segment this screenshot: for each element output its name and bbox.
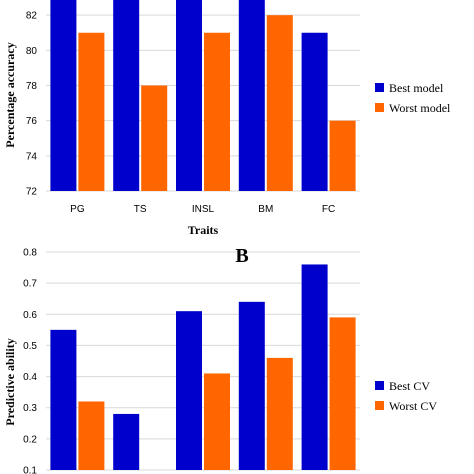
x-tick-label: BM (258, 204, 273, 215)
x-tick-label: TS (134, 204, 147, 215)
y-axis-title: Percentage accuracy (3, 42, 17, 147)
y-tick-label: 78 (26, 81, 38, 92)
bar-best-model (50, 0, 77, 191)
x-tick-label: PG (70, 204, 85, 215)
legend-swatch (375, 103, 384, 112)
bar-worst-cv (204, 373, 230, 470)
bar-worst-model (78, 32, 105, 191)
bar-best-model (238, 0, 265, 191)
y-axis-title: Predictive ability (3, 338, 17, 425)
bar-best-cv (176, 311, 202, 470)
legend: Best CV Worst CV (375, 379, 437, 413)
x-tick-label: INSL (192, 204, 215, 215)
x-axis-title: Traits (188, 223, 219, 237)
y-tick-label: 80 (26, 46, 38, 57)
bar-worst-cv (78, 401, 105, 470)
y-tick-label: 0.6 (23, 310, 37, 321)
panel-label: B (235, 245, 248, 267)
y-tick-label: 0.5 (23, 341, 37, 352)
bar-best-cv (301, 264, 328, 470)
legend-label: Worst model (389, 101, 451, 115)
legend: Best model Worst model (375, 81, 451, 115)
bar-best-model (301, 32, 328, 191)
legend-swatch (375, 381, 384, 390)
y-tick-label: 74 (26, 151, 38, 162)
bar-worst-model (204, 32, 230, 191)
y-tick-label: 0.1 (23, 466, 37, 474)
chart-panel-1: 72 74 76 78 80 82 PG TS INSL BM FC Percentage accur… (3, 0, 451, 237)
y-tick-label: 0.4 (23, 372, 37, 383)
y-tick-label: 0.8 (23, 248, 37, 259)
bar-best-cv (238, 301, 265, 470)
legend-label: Worst CV (389, 399, 437, 413)
bar-best-model (176, 0, 202, 191)
bar-worst-model (266, 15, 293, 191)
bar-best-model (113, 0, 140, 191)
x-tick-label: FC (322, 204, 335, 215)
legend-label: Best model (389, 81, 444, 95)
y-tick-label: 76 (26, 116, 38, 127)
chart-panel-2: 0.1 0.2 0.3 0.4 0.5 0.6 0.7 0.8 Predictive abili… (3, 245, 437, 474)
bar-best-cv (50, 329, 77, 470)
bar-worst-model (329, 120, 356, 191)
bar-worst-model (141, 85, 168, 191)
y-tick-label: 0.2 (23, 434, 37, 445)
bar-worst-cv (329, 317, 356, 470)
y-tick-label: 82 (26, 11, 38, 22)
y-tick-label: 0.3 (23, 403, 37, 414)
legend-swatch (375, 401, 384, 410)
y-tick-label: 72 (26, 187, 38, 198)
legend-label: Best CV (389, 379, 430, 393)
y-tick-label: 0.7 (23, 279, 37, 290)
bar-worst-cv (266, 357, 293, 470)
legend-swatch (375, 83, 384, 92)
bar-best-cv (113, 413, 140, 470)
